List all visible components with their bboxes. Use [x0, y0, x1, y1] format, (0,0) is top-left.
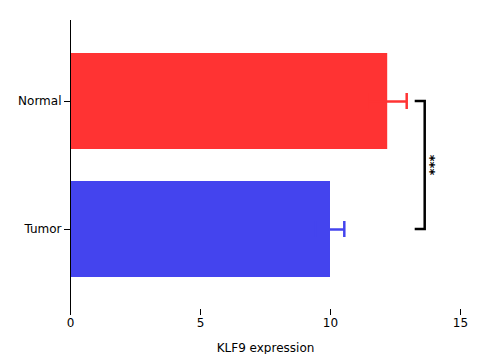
svg-text:5: 5: [197, 316, 205, 330]
svg-text:Tumor: Tumor: [23, 222, 61, 236]
svg-text:Normal: Normal: [18, 94, 61, 108]
svg-text:10: 10: [323, 316, 338, 330]
svg-text:0: 0: [67, 316, 75, 330]
svg-text:15: 15: [453, 316, 468, 330]
svg-text:***: ***: [423, 155, 438, 176]
svg-text:KLF9 expression: KLF9 expression: [217, 341, 315, 354]
